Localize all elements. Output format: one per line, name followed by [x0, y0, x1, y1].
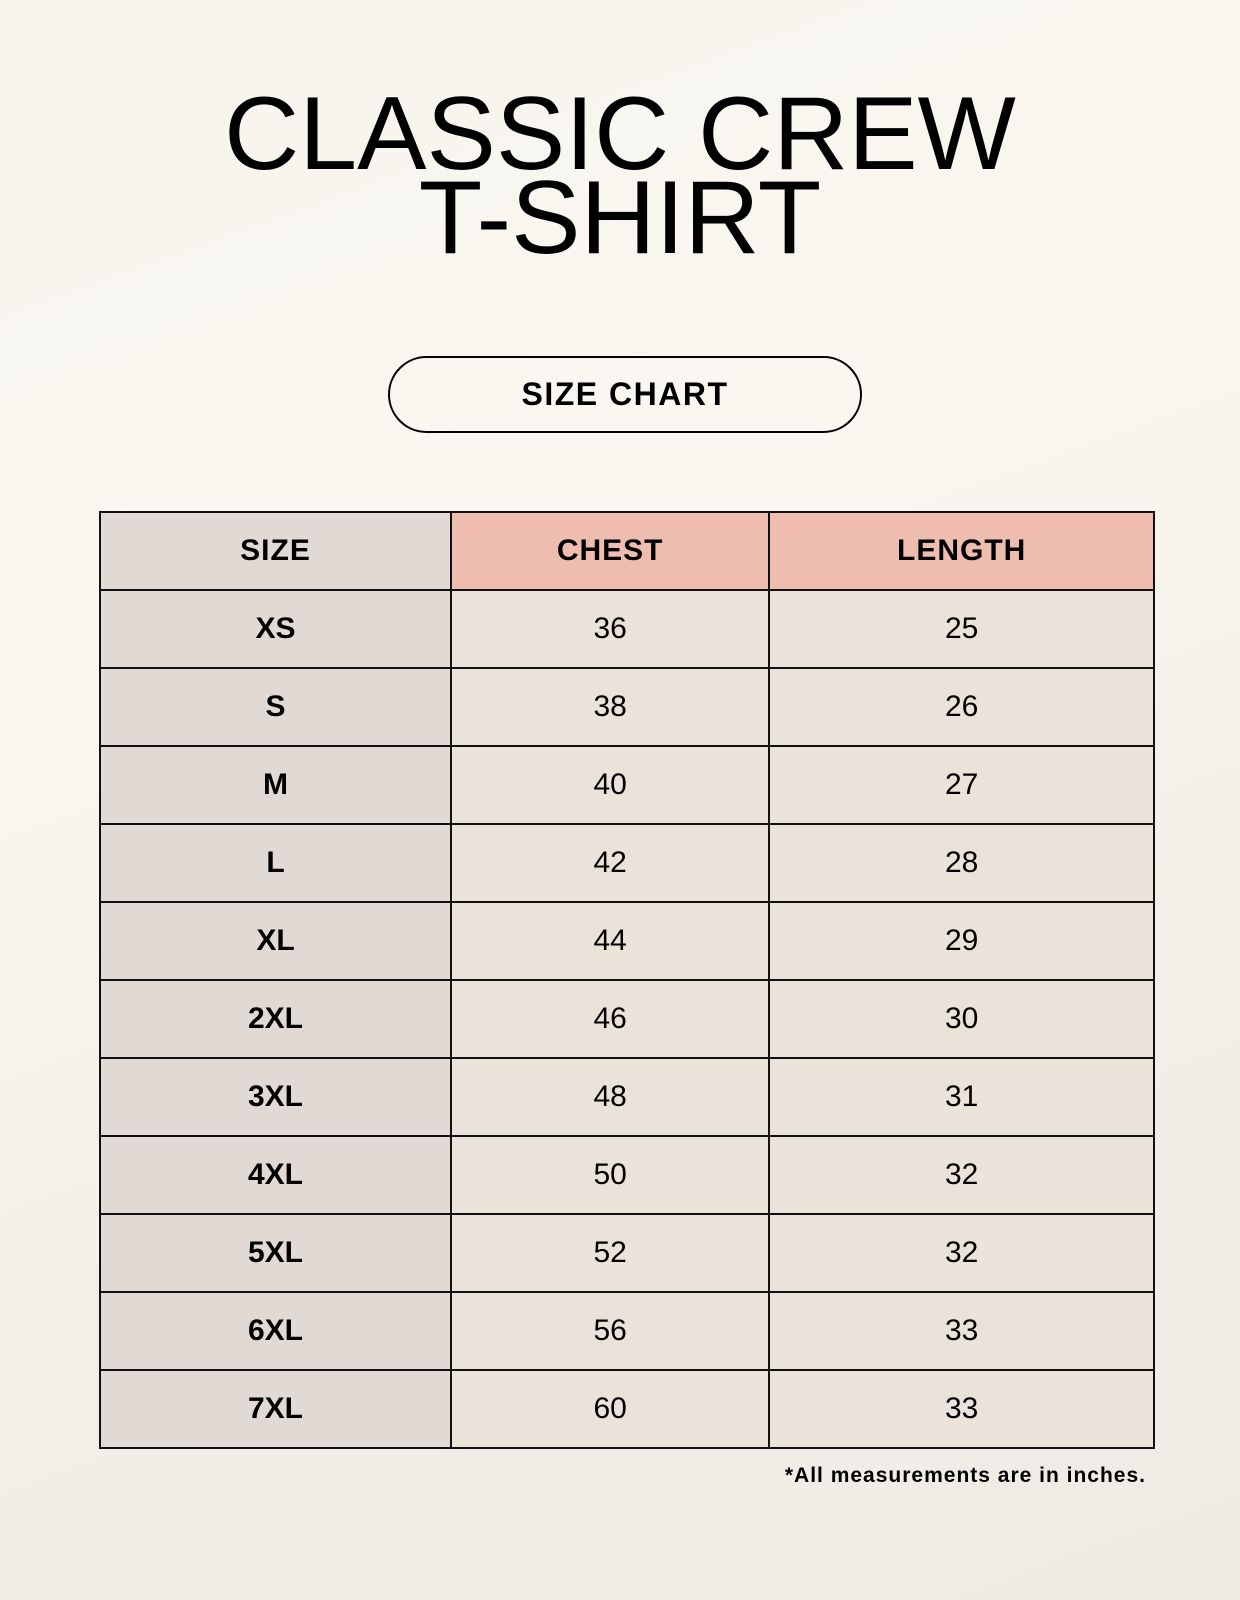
cell-chest: 40: [449, 745, 771, 825]
cell-length: 31: [768, 1057, 1155, 1137]
table-row: 4XL 50 32: [99, 1135, 1155, 1215]
table-header-row: SIZE CHEST LENGTH: [99, 511, 1155, 591]
cell-length: 32: [768, 1213, 1155, 1293]
title-line-1: CLASSIC CREW: [224, 76, 1016, 192]
size-table: SIZE CHEST LENGTH XS 36 25 S 38 26 M 40 27 L 42 28 X…: [99, 511, 1155, 1449]
header-length: LENGTH: [768, 511, 1155, 591]
table-row: 5XL 52 32: [99, 1213, 1155, 1293]
cell-length: 27: [768, 745, 1155, 825]
cell-size: S: [99, 667, 452, 747]
cell-chest: 38: [449, 667, 771, 747]
cell-length: 29: [768, 901, 1155, 981]
table-row: M 40 27: [99, 745, 1155, 825]
cell-length: 26: [768, 667, 1155, 747]
cell-chest: 48: [449, 1057, 771, 1137]
page-title: CLASSIC CREW T-SHIRT: [0, 76, 1240, 276]
cell-length: 33: [768, 1369, 1155, 1449]
cell-chest: 36: [449, 589, 771, 669]
title-line-2: T-SHIRT: [418, 160, 822, 276]
cell-size: M: [99, 745, 452, 825]
table-row: 2XL 46 30: [99, 979, 1155, 1059]
header-size: SIZE: [99, 511, 452, 591]
cell-size: 3XL: [99, 1057, 452, 1137]
cell-size: 2XL: [99, 979, 452, 1059]
cell-chest: 42: [449, 823, 771, 903]
cell-size: XS: [99, 589, 452, 669]
cell-size: L: [99, 823, 452, 903]
cell-length: 33: [768, 1291, 1155, 1371]
cell-size: 4XL: [99, 1135, 452, 1215]
cell-chest: 56: [449, 1291, 771, 1371]
cell-chest: 50: [449, 1135, 771, 1215]
cell-chest: 60: [449, 1369, 771, 1449]
cell-size: 7XL: [99, 1369, 452, 1449]
cell-length: 32: [768, 1135, 1155, 1215]
table-row: S 38 26: [99, 667, 1155, 747]
cell-chest: 46: [449, 979, 771, 1059]
cell-length: 28: [768, 823, 1155, 903]
table-row: XS 36 25: [99, 589, 1155, 669]
footnote: *All measurements are in inches.: [784, 1464, 1146, 1487]
table-row: XL 44 29: [99, 901, 1155, 981]
table-row: 7XL 60 33: [99, 1369, 1155, 1449]
size-chart-badge: SIZE CHART: [388, 356, 862, 433]
cell-chest: 44: [449, 901, 771, 981]
cell-size: 5XL: [99, 1213, 452, 1293]
table-row: 6XL 56 33: [99, 1291, 1155, 1371]
cell-size: XL: [99, 901, 452, 981]
header-chest: CHEST: [449, 511, 771, 591]
cell-length: 30: [768, 979, 1155, 1059]
cell-size: 6XL: [99, 1291, 452, 1371]
table-row: L 42 28: [99, 823, 1155, 903]
cell-chest: 52: [449, 1213, 771, 1293]
cell-length: 25: [768, 589, 1155, 669]
table-row: 3XL 48 31: [99, 1057, 1155, 1137]
